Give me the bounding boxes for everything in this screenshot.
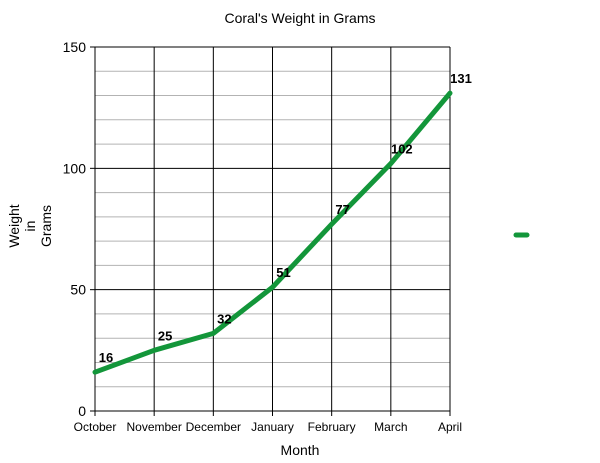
y-axis-label-line-1: Weight [6, 204, 22, 247]
y-axis-label-line-2: in [22, 221, 38, 232]
x-axis-label: Month [281, 442, 320, 458]
x-axis-ticks: October November December January February Ma… [74, 420, 462, 434]
x-tick-label: October [74, 420, 117, 434]
x-tick-label: March [374, 420, 407, 434]
y-axis-label-line-3: Grams [38, 205, 54, 247]
y-tick-label: 100 [63, 160, 87, 176]
chart-title: Coral's Weight in Grams [224, 10, 375, 26]
data-label: 77 [335, 202, 349, 217]
series-line [92, 90, 453, 375]
y-axis-label: Weight in Grams [6, 204, 54, 247]
data-label: 16 [99, 350, 113, 365]
x-tick-label: February [308, 420, 356, 434]
x-tick-label: November [126, 420, 181, 434]
x-tick-label: December [186, 420, 241, 434]
data-label: 25 [158, 328, 172, 343]
y-tick-label: 50 [70, 282, 86, 298]
data-label: 51 [276, 265, 290, 280]
y-tick-label: 150 [63, 39, 87, 55]
y-axis-ticks: 0 50 100 150 [63, 39, 95, 419]
x-tick-label: April [438, 420, 462, 434]
data-label: 32 [217, 311, 231, 326]
y-tick-label: 0 [78, 403, 86, 419]
x-tick-label: January [251, 420, 294, 434]
data-labels: 16 25 32 51 77 102 131 [99, 71, 472, 365]
grid [94, 46, 451, 416]
data-label: 131 [450, 71, 472, 86]
data-label: 102 [391, 141, 413, 156]
